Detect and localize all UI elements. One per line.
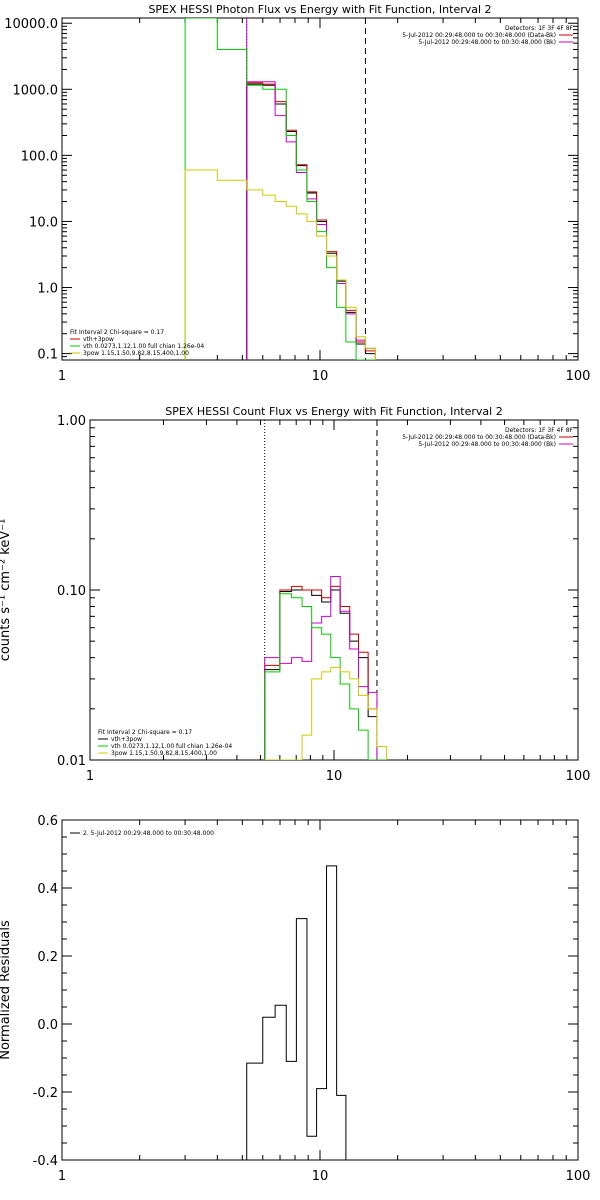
y-tick-label: -0.4 bbox=[33, 1154, 58, 1169]
y-axis-label: Normalized Residuals bbox=[0, 920, 13, 1060]
x-tick-label: 1 bbox=[58, 1169, 66, 1184]
legend-entry: vth+3pow bbox=[111, 736, 142, 743]
y-tick-label: 0.01 bbox=[57, 754, 86, 769]
legend-entry: 3pow 1.15,1.50,9.82,8.15,400,1.00 bbox=[83, 350, 189, 357]
x-tick-label: 100 bbox=[566, 769, 591, 784]
x-tick-label: 10 bbox=[312, 1169, 329, 1184]
legend-title: Fit Interval 2 Chi-square = 0.17 bbox=[70, 329, 164, 336]
y-tick-label: 0.1 bbox=[37, 348, 58, 363]
y-axis-label: counts s⁻¹ cm⁻² keV⁻¹ bbox=[0, 519, 13, 662]
series-line-5 bbox=[264, 667, 387, 760]
legend-entry: 5-Jul-2012 00:29:48.000 to 00:30:48.000 … bbox=[402, 434, 556, 441]
plot-frame bbox=[61, 819, 579, 1161]
chart-panel-1: SPEX HESSI Photon Flux vs Energy with Fi… bbox=[4, 3, 590, 384]
x-tick-label: 10 bbox=[312, 369, 329, 384]
series-line-3 bbox=[264, 576, 387, 760]
legend-title: Detectors: 1F 3F 4F 8F bbox=[505, 427, 574, 434]
legend-entry: vth+3pow bbox=[83, 336, 114, 343]
y-tick-label: -0.2 bbox=[33, 1086, 58, 1101]
x-tick-label: 1 bbox=[86, 769, 94, 784]
legend-title: Detectors: 1F 3F 4F 8F bbox=[505, 25, 574, 32]
x-tick-label: 100 bbox=[566, 369, 591, 384]
y-tick-label: 10.0 bbox=[29, 215, 58, 230]
series-line-4 bbox=[184, 18, 376, 360]
series-line-4 bbox=[264, 593, 387, 760]
x-tick-label: 1 bbox=[58, 369, 66, 384]
y-tick-label: 0.0 bbox=[37, 1018, 58, 1033]
chart-panel-3: Normalized Residuals 1 10 100 0.6 0.4 0.2 0.0 -0… bbox=[0, 814, 590, 1184]
legend-entry: 5-Jul-2012 00:29:48.000 to 00:30:48.000 … bbox=[402, 32, 556, 39]
y-tick-label: 100.0 bbox=[21, 149, 58, 164]
legend-entry: vth 0.0273,1.12,1.00 full chian 1.26e-04 bbox=[83, 343, 204, 350]
legend-entry: 3pow 1.15,1.50,9.82,8.15,400,1.00 bbox=[111, 750, 217, 757]
y-tick-label: 0.4 bbox=[37, 882, 58, 897]
legend-entry: 5-Jul-2012 00:29:48.000 to 00:30:48.000 … bbox=[418, 39, 556, 46]
legend-entry: 2. 5-Jul-2012 00:29:48.000 to 00:30:48.0… bbox=[83, 830, 214, 837]
legend: 2. 5-Jul-2012 00:29:48.000 to 00:30:48.0… bbox=[70, 830, 214, 837]
legend-title: Fit Interval 2 Chi-square = 0.17 bbox=[98, 729, 192, 736]
x-tick-label: 100 bbox=[566, 1169, 591, 1184]
y-tick-label: 10000.0 bbox=[4, 17, 58, 32]
y-tick-label: 1.00 bbox=[57, 414, 86, 429]
legend-entry: vth 0.0273,1.12,1.00 full chian 1.26e-04 bbox=[111, 743, 232, 750]
series-line-1 bbox=[246, 865, 366, 1160]
legend-entry: 5-Jul-2012 00:29:48.000 to 00:30:48.000 … bbox=[418, 441, 556, 448]
legend: Fit Interval 2 Chi-square = 0.17vth+3pow… bbox=[70, 329, 204, 357]
chart-title: SPEX HESSI Photon Flux vs Energy with Fi… bbox=[148, 3, 491, 16]
chart-title: SPEX HESSI Count Flux vs Energy with Fit… bbox=[165, 405, 502, 418]
y-tick-label: 0.10 bbox=[57, 584, 86, 599]
y-tick-label: 0.6 bbox=[37, 814, 58, 829]
plot-frame bbox=[61, 17, 579, 361]
legend: Detectors: 1F 3F 4F 8F5-Jul-2012 00:29:4… bbox=[402, 25, 573, 46]
chart-panel-2: SPEX HESSI Count Flux vs Energy with Fit… bbox=[0, 405, 590, 784]
y-tick-label: 0.2 bbox=[37, 950, 58, 965]
x-tick-label: 10 bbox=[326, 769, 343, 784]
y-tick-label: 1.0 bbox=[37, 282, 58, 297]
series-line-5 bbox=[184, 169, 376, 360]
y-tick-label: 1000.0 bbox=[13, 83, 59, 98]
legend: Fit Interval 2 Chi-square = 0.17vth+3pow… bbox=[98, 729, 232, 757]
legend: Detectors: 1F 3F 4F 8F5-Jul-2012 00:29:4… bbox=[402, 427, 573, 448]
